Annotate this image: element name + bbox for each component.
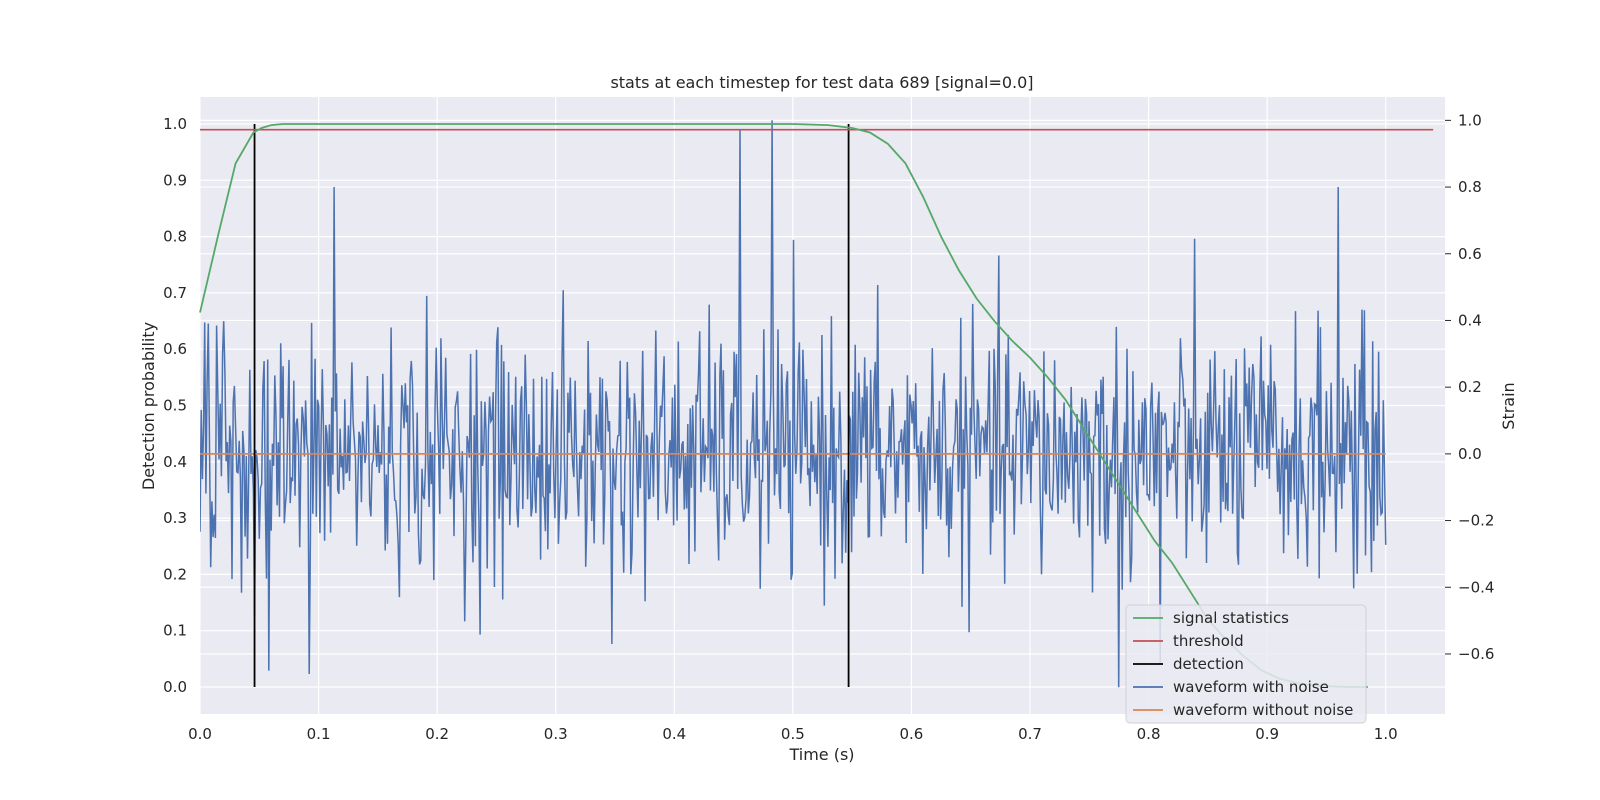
y-axis-label-left: Detection probability — [139, 322, 158, 490]
y-right-tick-label: 0.0 — [1458, 445, 1482, 463]
y-left-tick-label: 0.0 — [163, 678, 187, 696]
y-right-tick-label: −0.6 — [1458, 645, 1494, 663]
x-tick-label: 0.1 — [307, 725, 331, 743]
y-left-tick-label: 0.8 — [163, 228, 187, 246]
x-tick-label: 0.5 — [781, 725, 805, 743]
y-left-tick-label: 0.7 — [163, 284, 187, 302]
waveform-with-noise-line — [200, 120, 1387, 688]
legend-label: waveform with noise — [1173, 678, 1329, 696]
y-right-tick-label: 0.6 — [1458, 245, 1482, 263]
x-tick-label: 0.6 — [899, 725, 923, 743]
y-right-tick-label: 0.4 — [1458, 311, 1482, 329]
legend-label: detection — [1173, 655, 1244, 673]
x-tick-label: 0.4 — [662, 725, 686, 743]
legend-label: waveform without noise — [1173, 701, 1353, 719]
x-tick-label: 0.9 — [1255, 725, 1279, 743]
y-left-tick-label: 0.1 — [163, 622, 187, 640]
legend-label: signal statistics — [1173, 609, 1289, 627]
legend-box — [1125, 604, 1367, 724]
x-tick-label: 0.8 — [1137, 725, 1161, 743]
y-left-tick-label: 0.9 — [163, 171, 187, 189]
y-left-tick-label: 1.0 — [163, 115, 187, 133]
y-right-tick-label: 0.8 — [1458, 178, 1482, 196]
legend-label: threshold — [1173, 632, 1244, 650]
x-axis-label: Time (s) — [788, 745, 854, 764]
x-tick-label: 0.3 — [544, 725, 568, 743]
y-left-tick-label: 0.5 — [163, 397, 187, 415]
x-tick-label: 0.7 — [1018, 725, 1042, 743]
x-tick-label: 1.0 — [1374, 725, 1398, 743]
y-left-tick-label: 0.2 — [163, 565, 187, 583]
y-left-tick-label: 0.4 — [163, 453, 187, 471]
y-right-tick-label: 0.2 — [1458, 378, 1482, 396]
chart-title: stats at each timestep for test data 689… — [610, 73, 1033, 92]
x-tick-label: 0.0 — [188, 725, 212, 743]
x-tick-label: 0.2 — [425, 725, 449, 743]
y-right-tick-label: −0.2 — [1458, 512, 1494, 530]
y-left-tick-label: 0.3 — [163, 509, 187, 527]
y-axis-label-right: Strain — [1499, 382, 1518, 429]
y-left-tick-label: 0.6 — [163, 340, 187, 358]
y-right-tick-label: −0.4 — [1458, 578, 1494, 596]
y-right-tick-label: 1.0 — [1458, 111, 1482, 129]
ticks: 0.0 0.1 0.2 0.3 0.4 0.5 0.6 0.7 0.8 0.9 1.0 0.0 0.1 0… — [163, 111, 1494, 743]
legend: signal statistics threshold detection wavef… — [1125, 604, 1367, 724]
